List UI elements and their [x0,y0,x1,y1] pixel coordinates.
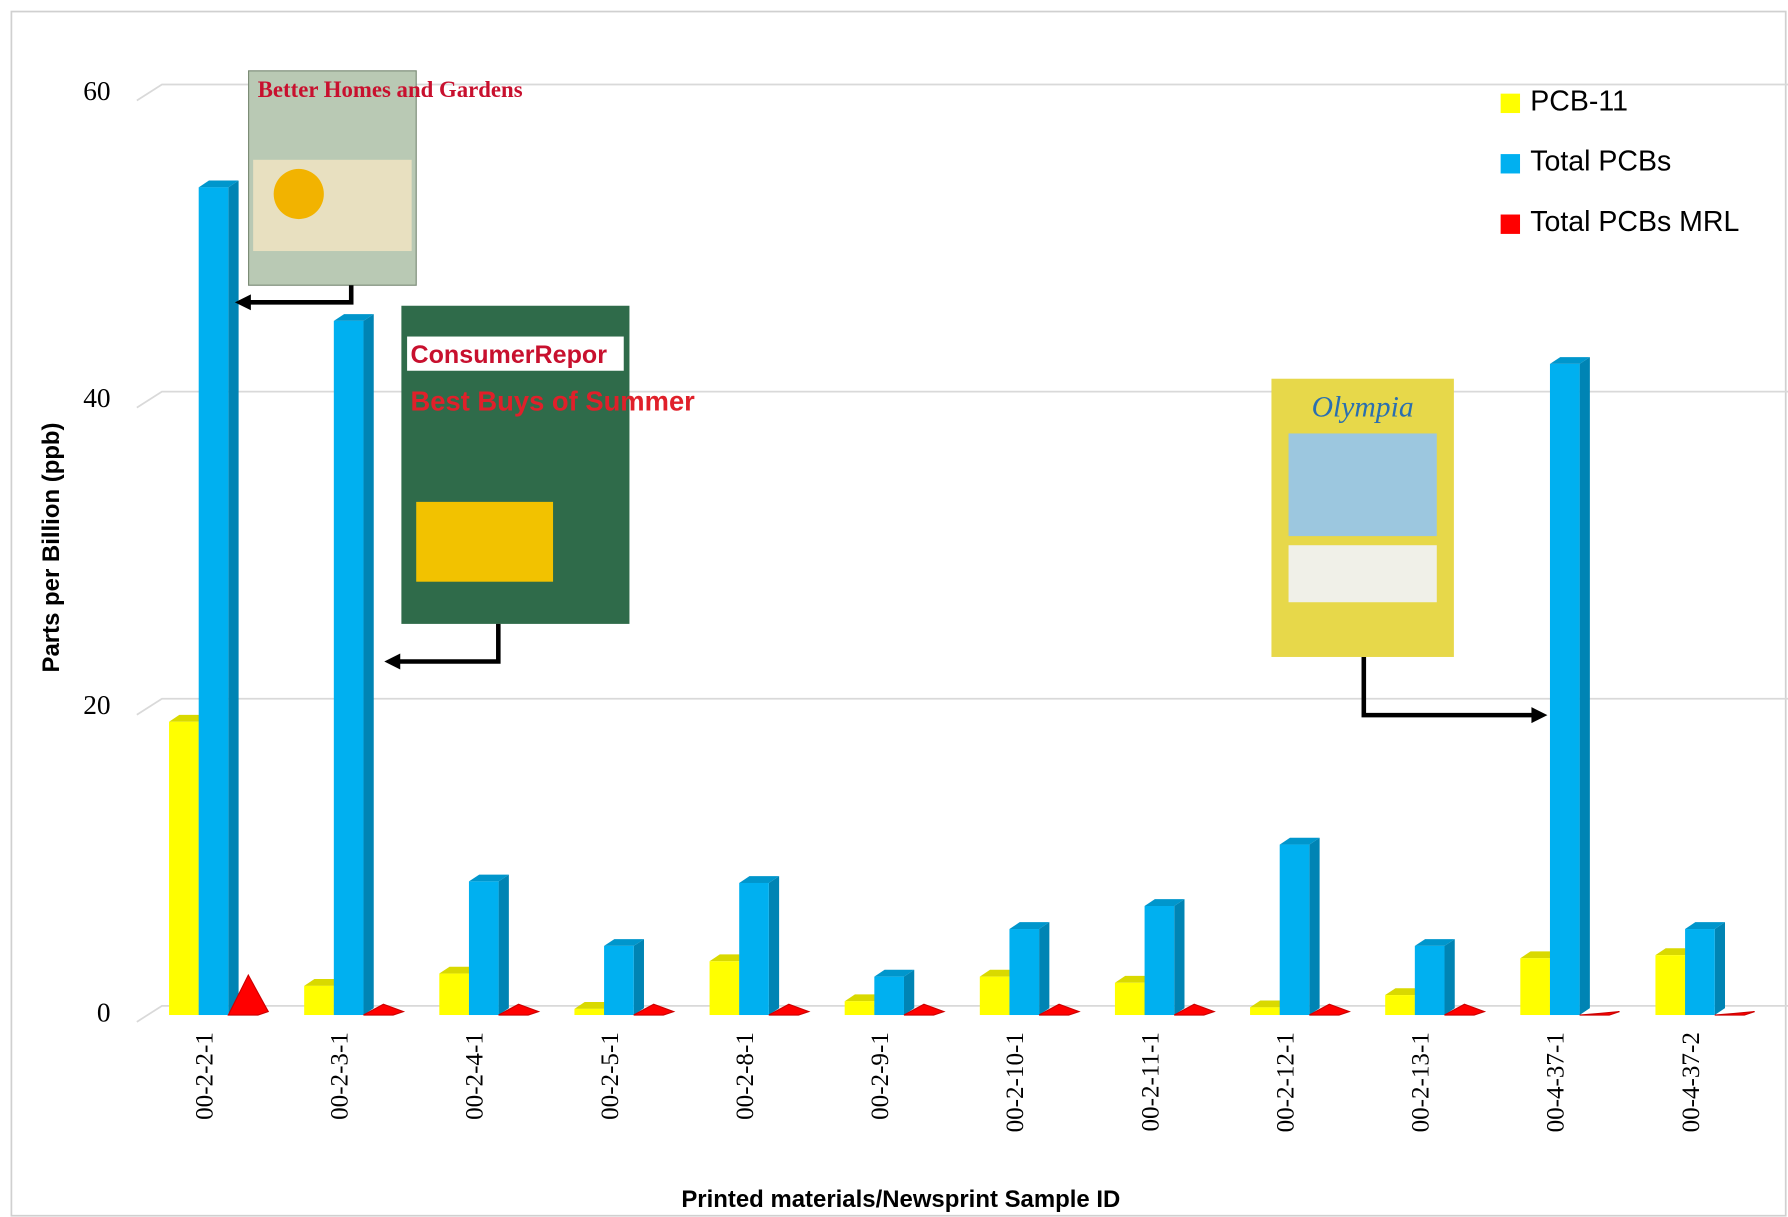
bar [439,973,469,1016]
y-tick-label: 40 [83,383,110,413]
x-tick-label: 00-2-4-1 [462,1032,489,1120]
bar [468,881,499,1016]
bar [1114,982,1145,1016]
pyramid [363,1003,406,1016]
x-tick-label: 00-2-9-1 [867,1032,894,1120]
bar-top [1144,899,1185,906]
bar-top [333,314,374,321]
bar [604,945,634,1016]
x-tick-label: 00-2-2-1 [191,1032,218,1120]
x-axis-label: Printed materials/Newsprint Sample ID [681,1186,1120,1213]
bar [304,985,334,1016]
bar-side [498,874,509,1016]
bar-side [903,969,915,1016]
pyramid [1444,1003,1487,1016]
bar-top [1009,922,1050,930]
x-tick-label: 00-2-12-1 [1272,1032,1299,1132]
bar-top [198,180,239,188]
pyramid [498,1003,541,1016]
x-tick-label: 00-2-8-1 [732,1032,759,1120]
bar [979,976,1010,1016]
bar-top [468,874,509,882]
grid-line [136,83,1788,102]
bar [709,961,740,1016]
bar [1549,363,1580,1016]
bar-side [768,876,780,1016]
legend-label: Total PCBs [1530,146,1671,178]
bar-top [604,939,644,946]
bar-top [1549,357,1590,364]
bar [1385,995,1415,1016]
bar-top [1279,837,1320,845]
legend-label: Total PCBs MRL [1530,206,1739,238]
y-axis-label: Parts per Billion (ppb) [38,422,65,672]
cover-text: Olympia [1312,391,1414,423]
pyramid [768,1003,811,1016]
bar [169,721,199,1016]
legend-swatch [1500,154,1521,174]
grid-line [136,390,1788,409]
x-tick-label: 00-2-5-1 [597,1032,624,1120]
grid-line [136,697,1788,716]
legend-swatch [1500,93,1521,114]
bar [739,882,769,1016]
pyramid [1038,1003,1081,1016]
legend-swatch [1500,214,1521,234]
bar-side [633,939,644,1016]
cover-photo: ConsumerRepor Best Buys of Summer [384,305,696,670]
pyramid [1309,1003,1351,1016]
bar [1520,958,1550,1016]
bar [1655,955,1686,1016]
y-tick-label: 20 [83,690,110,720]
bar [1279,844,1310,1016]
pyramid [1173,1003,1216,1016]
cover-photo: Better Homes and Gardens [234,70,523,311]
legend-label: PCB-11 [1530,85,1628,117]
bar [1144,905,1175,1016]
cover-photo: Olympia [1271,378,1548,724]
pyramid [633,1003,676,1016]
bar [1250,1007,1280,1016]
bar-side [1579,357,1590,1016]
bar-side [1309,837,1320,1016]
x-tick-label: 00-2-10-1 [1002,1032,1029,1132]
pyramid [1714,1011,1755,1016]
x-tick-label: 00-4-37-2 [1678,1032,1705,1132]
grid-line [136,1005,1788,1023]
bar [198,187,229,1016]
bar-top [739,876,780,883]
bar-side [363,314,374,1016]
bar [874,976,904,1016]
pyramid [1579,1011,1620,1016]
y-tick-label: 60 [83,76,110,106]
bar-side [228,180,239,1016]
x-tick-label: 00-2-13-1 [1408,1032,1435,1132]
cover-text: ConsumerRepor [411,341,608,369]
y-tick-label: 0 [97,997,111,1027]
bar-top [1414,939,1455,946]
cover-text: Better Homes and Gardens [258,77,523,102]
bar-side [1714,922,1725,1016]
bar-top [1685,922,1725,930]
bar-side [1039,922,1050,1016]
pyramid [903,1003,946,1016]
bar [844,1001,875,1016]
bar [1414,945,1445,1016]
cover-text: Best Buys of Summer [411,386,696,417]
bar-side [1174,899,1185,1016]
bar [333,320,364,1016]
bar [1009,929,1040,1016]
x-tick-label: 00-4-37-1 [1543,1032,1570,1132]
x-tick-label: 00-2-3-1 [327,1032,354,1120]
plot-area: 0 20 40 60 00-2-2-1 00-2-3-1 00-2-4-1 00-2-5-1 0… [83,76,1788,1132]
pyramid [227,973,270,1016]
bar-top [874,969,915,977]
bar [1685,929,1715,1016]
bar [574,1008,605,1016]
legend: PCB-11 Total PCBs Total PCBs MRL [1500,85,1739,238]
bar-side [1444,939,1455,1016]
x-tick-label: 00-2-11-1 [1137,1032,1164,1131]
